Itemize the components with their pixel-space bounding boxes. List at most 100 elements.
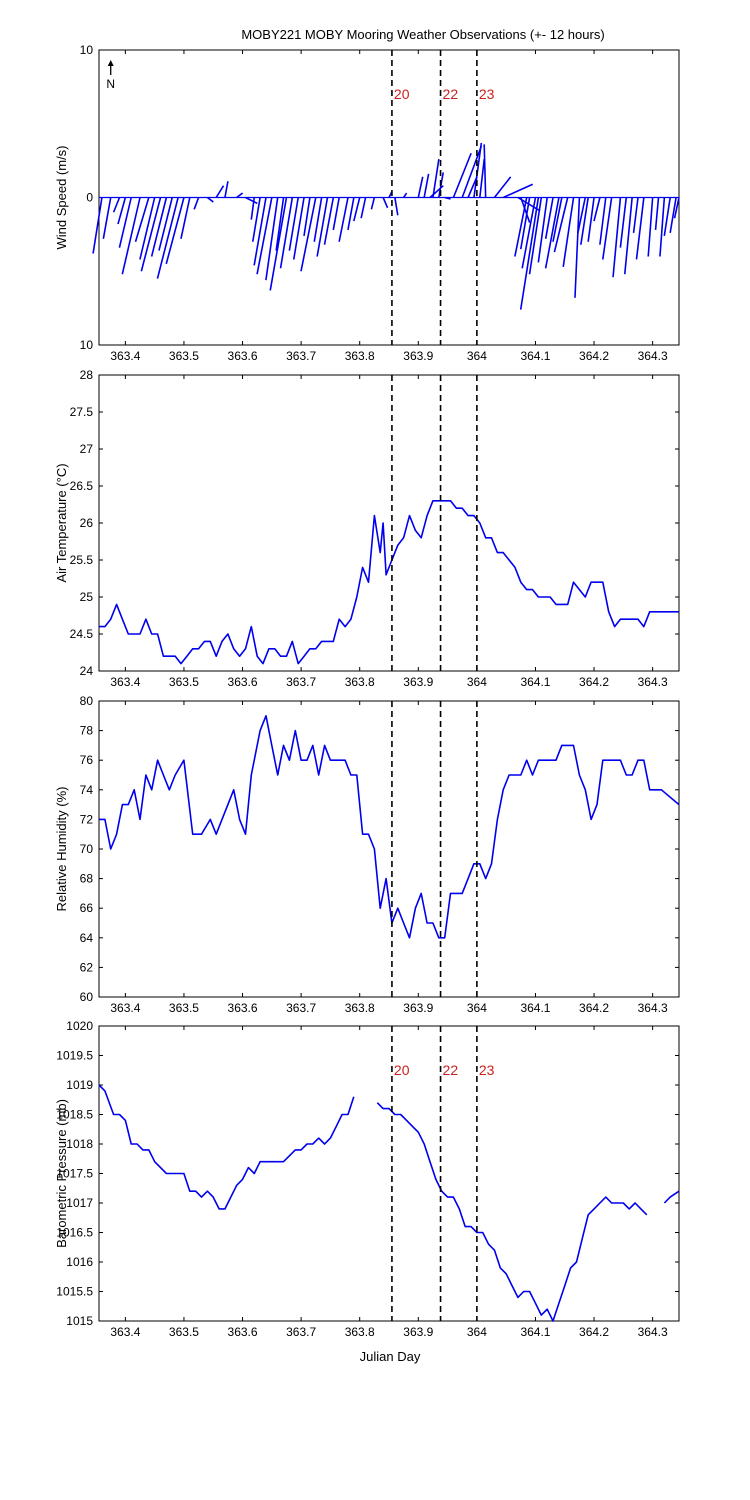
series-line: [376, 1102, 648, 1322]
wind-stick: [313, 197, 323, 242]
y-tick-label: 72: [80, 812, 94, 826]
wind-stick: [483, 144, 487, 198]
y-tick-label: 78: [80, 724, 94, 738]
x-tick-label: 363.7: [286, 1325, 316, 1339]
wind-stick: [593, 197, 601, 222]
wind-stick: [253, 197, 267, 266]
y-tick-label: 80: [80, 694, 94, 708]
wind-stick: [300, 197, 317, 272]
event-marker-label: 23: [479, 1062, 495, 1078]
wind-stick: [562, 197, 575, 267]
wind-stick: [519, 197, 531, 250]
wind-stick: [134, 197, 150, 242]
wind-stick: [382, 197, 389, 209]
x-tick-label: 363.8: [345, 675, 375, 689]
wind-stick: [580, 197, 589, 245]
y-axis-label: Wind Speed (m/s): [54, 145, 69, 249]
wind-stick: [323, 197, 335, 245]
figure-title: MOBY221 MOBY Mooring Weather Observation…: [241, 27, 604, 42]
x-tick-label: 364.3: [638, 1001, 668, 1015]
wind-stick: [360, 197, 367, 219]
wind-stick: [654, 197, 660, 231]
y-tick-label: 27: [80, 442, 94, 456]
y-tick-label: 70: [80, 842, 94, 856]
north-arrowhead-icon: [107, 60, 114, 66]
y-tick-label: 10: [80, 338, 94, 352]
wind-stick: [514, 197, 528, 257]
x-tick-label: 363.7: [286, 675, 316, 689]
wind-stick: [599, 197, 607, 245]
north-label: N: [106, 77, 115, 91]
wind-stick: [432, 159, 440, 198]
y-tick-label: 1016.5: [56, 1226, 93, 1240]
x-tick-label: 363.9: [403, 1001, 433, 1015]
wind-stick: [574, 197, 581, 298]
x-tick-label: 364: [467, 1325, 487, 1339]
y-tick-label: 1017.5: [56, 1167, 93, 1181]
y-tick-label: 60: [80, 990, 94, 1004]
x-tick-label: 364: [467, 675, 487, 689]
wind-stick: [370, 197, 376, 210]
y-tick-label: 25: [80, 590, 94, 604]
series-line: [98, 1084, 355, 1210]
wind-stick: [519, 197, 540, 310]
x-tick-label: 363.4: [110, 1001, 140, 1015]
x-tick-label: 363.9: [403, 675, 433, 689]
wind-stick: [601, 197, 613, 260]
wind-stick: [619, 197, 628, 248]
y-tick-label: 27.5: [70, 405, 94, 419]
y-tick-label: 26: [80, 516, 94, 530]
wind-stick: [118, 197, 133, 248]
y-axis-label: Air Temperature (°C): [54, 463, 69, 582]
y-tick-label: 1019.5: [56, 1049, 93, 1063]
x-tick-label: 363.6: [228, 1325, 258, 1339]
wind-stick: [102, 197, 112, 239]
wind-stick: [493, 176, 512, 198]
wind-stick: [245, 196, 258, 205]
wind-stick: [544, 197, 554, 239]
wind-stick: [467, 176, 478, 198]
x-tick-label: 363.6: [228, 349, 258, 363]
wind-stick: [353, 197, 361, 222]
x-tick-label: 363.7: [286, 1001, 316, 1015]
wind-stick: [461, 145, 483, 198]
x-tick-label: 363.7: [286, 349, 316, 363]
wind-stick: [279, 197, 294, 269]
y-tick-label: 1020: [66, 1019, 93, 1033]
x-tick-label: 363.4: [110, 675, 140, 689]
panel-air-temperature: 363.4 363.5 363.6 363.7 363.8 363.9 364 364.1 36…: [54, 368, 680, 689]
wind-stick: [158, 197, 174, 251]
x-tick-label: 364.1: [520, 349, 550, 363]
y-tick-label: 74: [80, 783, 94, 797]
wind-stick: [577, 197, 587, 234]
wind-stick: [303, 197, 311, 236]
wind-stick: [193, 197, 200, 210]
wind-stick: [215, 185, 225, 198]
wind-stick: [612, 197, 622, 278]
wind-stick: [632, 197, 639, 233]
event-marker-label: 22: [443, 86, 459, 102]
wind-stick: [224, 181, 229, 198]
wind-stick: [663, 197, 672, 236]
y-tick-label: 1016: [66, 1255, 93, 1269]
wind-stick: [479, 159, 486, 198]
wind-stick: [623, 197, 633, 275]
x-tick-label: 363.6: [228, 1001, 258, 1015]
plot-frame: [98, 1025, 680, 1322]
panel-wind: 363.4 363.5 363.6 363.7 363.8 363.9 364 364.1 36…: [54, 43, 680, 363]
x-tick-label: 364.3: [638, 1325, 668, 1339]
y-tick-label: 28: [80, 368, 94, 382]
y-tick-label: 1019: [66, 1078, 93, 1092]
x-tick-label: 364.2: [579, 349, 609, 363]
x-axis-label: Julian Day: [360, 1349, 421, 1364]
x-tick-label: 363.8: [345, 1325, 375, 1339]
wind-stick: [452, 152, 472, 198]
y-tick-label: 10: [80, 43, 94, 57]
y-tick-label: 25.5: [70, 553, 94, 567]
series-line: [663, 1190, 680, 1204]
y-tick-label: 68: [80, 872, 94, 886]
panel-relative-humidity: 363.4 363.5 363.6 363.7 363.8 363.9 364 364.1 36…: [54, 694, 680, 1015]
y-tick-label: 1017: [66, 1196, 93, 1210]
x-tick-label: 363.5: [169, 349, 199, 363]
